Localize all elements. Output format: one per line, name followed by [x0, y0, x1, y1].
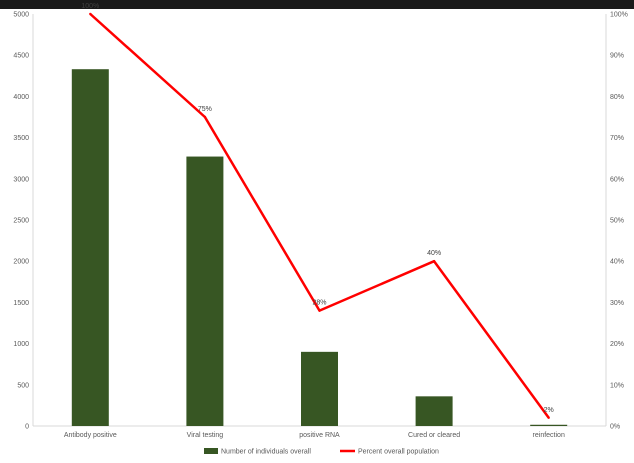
category-label: positive RNA: [299, 432, 340, 439]
line-point: [547, 416, 550, 419]
right-axis-ticks: 0% 10% 20% 30% 40% 50% 60% 70% 80% 90% 100%: [610, 12, 628, 431]
right-tick-label: 90%: [610, 53, 624, 60]
left-tick-label: 2000: [13, 259, 29, 266]
line-point: [89, 12, 92, 16]
left-tick-label: 5000: [13, 12, 29, 19]
category-labels: Antibody positive Viral testing positive R…: [64, 432, 565, 439]
left-tick-label: 3000: [13, 176, 29, 183]
line-data-label: 75%: [198, 106, 212, 113]
right-tick-label: 60%: [610, 176, 624, 183]
category-label: reinfection: [533, 432, 565, 439]
right-tick-label: 0%: [610, 424, 620, 431]
legend-swatch-bar: [204, 448, 218, 454]
bar: [415, 396, 453, 426]
left-tick-label: 500: [17, 382, 29, 389]
right-tick-label: 70%: [610, 135, 624, 142]
left-tick-label: 4000: [13, 94, 29, 101]
line-point: [203, 115, 207, 119]
category-label: Viral testing: [187, 432, 224, 439]
legend-label-line: Percent overall population: [358, 449, 439, 456]
line-data-label: 28%: [312, 300, 326, 307]
left-tick-label: 1500: [13, 300, 29, 307]
right-tick-label: 80%: [610, 94, 624, 101]
left-tick-label: 4500: [13, 53, 29, 60]
line-data-label: 2%: [544, 407, 554, 414]
legend-label-bar: Number of individuals overall: [221, 449, 311, 456]
line-series: [89, 12, 550, 419]
left-tick-label: 2500: [13, 218, 29, 225]
bar-series: [71, 69, 568, 426]
line-data-label: 40%: [427, 250, 441, 257]
line-data-label: 100%: [81, 3, 99, 10]
bar: [301, 351, 338, 426]
right-tick-label: 10%: [610, 382, 624, 389]
right-tick-label: 40%: [610, 259, 624, 266]
left-tick-label: 1000: [13, 341, 29, 348]
category-label: Cured or cleared: [408, 432, 460, 439]
category-label: Antibody positive: [64, 432, 117, 439]
right-tick-label: 50%: [610, 218, 624, 225]
legend: Number of individuals overall Percent ove…: [204, 448, 439, 456]
line-data-labels: 100% 75% 28% 40% 2%: [81, 3, 553, 414]
left-tick-label: 0: [25, 424, 29, 431]
right-tick-label: 20%: [610, 341, 624, 348]
left-axis-ticks: 0 500 1000 1500 2000 2500 3000 3500 4000 4500 5000: [13, 12, 29, 431]
top-border-bar: [0, 0, 634, 9]
bar: [186, 156, 224, 426]
line-point: [318, 309, 321, 312]
bar: [71, 69, 109, 426]
bar: [530, 424, 568, 426]
right-tick-label: 100%: [610, 12, 628, 19]
line-point: [432, 260, 436, 263]
left-tick-label: 3500: [13, 135, 29, 142]
right-tick-label: 30%: [610, 300, 624, 307]
